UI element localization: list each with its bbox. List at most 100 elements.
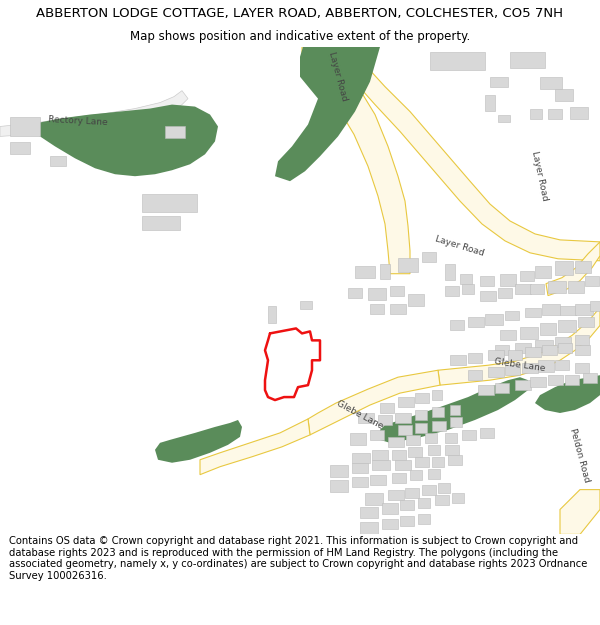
Bar: [398, 258, 418, 272]
Bar: [432, 421, 446, 431]
Text: Layer Road: Layer Road: [327, 51, 349, 102]
Bar: [450, 417, 462, 427]
Bar: [555, 360, 569, 370]
Bar: [585, 276, 599, 286]
Bar: [382, 503, 398, 514]
Polygon shape: [535, 375, 600, 413]
Bar: [515, 284, 531, 294]
Bar: [422, 252, 436, 262]
Bar: [480, 276, 494, 286]
Bar: [418, 498, 430, 508]
Text: ABBERTON LODGE COTTAGE, LAYER ROAD, ABBERTON, COLCHESTER, CO5 7NH: ABBERTON LODGE COTTAGE, LAYER ROAD, ABBE…: [37, 7, 563, 19]
Bar: [555, 261, 573, 275]
Bar: [400, 499, 414, 509]
Bar: [498, 114, 510, 122]
Bar: [540, 324, 556, 336]
Bar: [372, 460, 390, 470]
Bar: [498, 288, 512, 298]
Bar: [430, 52, 485, 70]
Bar: [428, 445, 440, 455]
Bar: [515, 343, 531, 353]
Bar: [388, 437, 404, 447]
Bar: [370, 430, 384, 440]
Bar: [500, 331, 516, 341]
Bar: [490, 77, 508, 87]
Polygon shape: [560, 489, 600, 534]
Bar: [388, 489, 404, 499]
Bar: [378, 415, 392, 425]
Bar: [530, 109, 542, 119]
Bar: [445, 433, 457, 443]
Polygon shape: [155, 420, 242, 462]
Bar: [520, 328, 538, 339]
Bar: [390, 304, 406, 314]
Bar: [468, 370, 482, 380]
Bar: [538, 360, 554, 372]
Bar: [568, 281, 584, 292]
Bar: [450, 405, 460, 415]
Bar: [560, 306, 576, 316]
Bar: [505, 311, 519, 321]
Bar: [575, 346, 590, 355]
Bar: [495, 383, 509, 393]
Bar: [410, 470, 422, 479]
Bar: [445, 286, 459, 296]
Bar: [415, 410, 427, 420]
Text: Layer Road: Layer Road: [530, 151, 550, 202]
Bar: [558, 321, 576, 332]
Bar: [435, 494, 449, 504]
Bar: [398, 397, 414, 407]
Polygon shape: [308, 370, 440, 435]
Bar: [380, 264, 390, 279]
Bar: [330, 465, 348, 477]
Bar: [505, 365, 520, 375]
Polygon shape: [380, 377, 528, 443]
Bar: [575, 363, 589, 373]
Bar: [555, 89, 573, 101]
Bar: [268, 306, 276, 324]
Bar: [300, 301, 312, 309]
Polygon shape: [438, 308, 600, 385]
Bar: [425, 433, 437, 443]
Bar: [395, 460, 411, 470]
Bar: [448, 455, 462, 465]
Bar: [522, 363, 538, 373]
Bar: [380, 403, 394, 413]
Bar: [142, 216, 180, 230]
Bar: [480, 291, 496, 301]
Text: Map shows position and indicative extent of the property.: Map shows position and indicative extent…: [130, 30, 470, 43]
Bar: [485, 94, 495, 111]
Bar: [445, 445, 459, 455]
Text: Layer Road: Layer Road: [434, 234, 485, 258]
Polygon shape: [310, 47, 600, 261]
Bar: [360, 522, 378, 534]
Bar: [165, 126, 185, 138]
Bar: [352, 452, 370, 462]
Bar: [485, 314, 503, 326]
Bar: [535, 266, 551, 278]
Bar: [480, 428, 494, 438]
Bar: [575, 261, 591, 272]
Bar: [542, 304, 560, 316]
Bar: [368, 288, 386, 299]
Bar: [478, 385, 494, 395]
Text: Contains OS data © Crown copyright and database right 2021. This information is : Contains OS data © Crown copyright and d…: [9, 536, 587, 581]
Bar: [400, 516, 414, 526]
Polygon shape: [302, 47, 410, 274]
Bar: [408, 447, 422, 457]
Bar: [468, 353, 482, 363]
Bar: [515, 380, 531, 390]
Bar: [10, 142, 30, 154]
Bar: [408, 294, 424, 306]
Bar: [530, 377, 546, 387]
Bar: [590, 301, 600, 311]
Bar: [422, 484, 436, 494]
Bar: [355, 266, 375, 278]
Bar: [575, 304, 593, 316]
Bar: [418, 514, 430, 524]
Bar: [558, 343, 572, 353]
Bar: [578, 318, 594, 328]
Bar: [462, 284, 474, 294]
Bar: [352, 462, 368, 472]
Bar: [555, 338, 571, 348]
